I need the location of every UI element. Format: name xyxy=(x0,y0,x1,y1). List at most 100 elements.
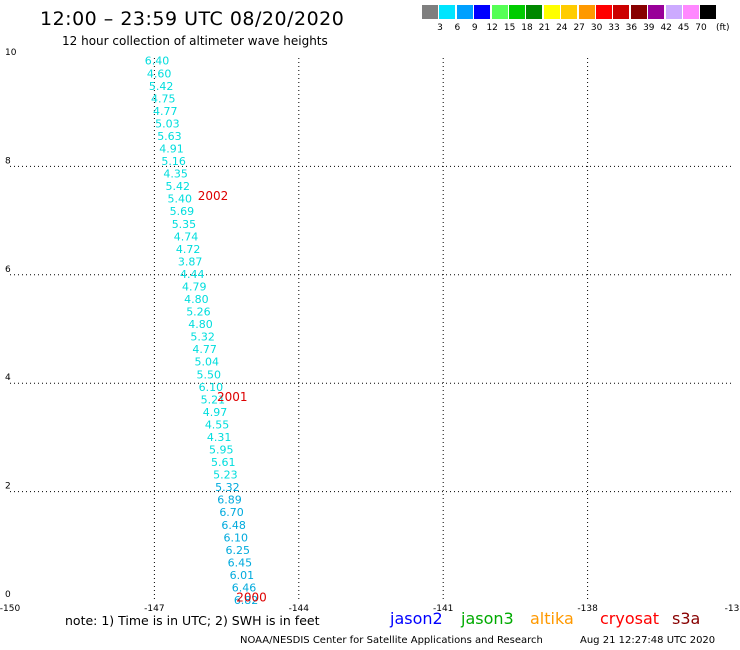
track-value: 5.61 xyxy=(211,456,236,469)
track-value: 6.46 xyxy=(232,581,257,594)
legend-label: 6 xyxy=(454,23,461,33)
legend-swatch xyxy=(700,5,717,19)
x-tick-label: -150 xyxy=(0,604,20,614)
legend-unit: (ft) xyxy=(716,23,730,33)
track-value: 5.95 xyxy=(209,444,234,457)
track-value: 5.35 xyxy=(172,218,197,231)
track-value: 4.72 xyxy=(176,243,201,256)
legend-label: 15 xyxy=(503,23,516,33)
track-value: 6.01 xyxy=(230,569,255,582)
legend-swatch xyxy=(561,5,578,19)
track-value: 5.16 xyxy=(161,155,186,168)
track-value: 4.35 xyxy=(163,168,188,181)
legend-label: 33 xyxy=(608,23,620,33)
y-axis-ticks: 0 2 4 6 8 10 xyxy=(5,48,17,600)
track-value: 5.04 xyxy=(194,356,219,369)
x-tick-label: -144 xyxy=(289,604,310,614)
legend-swatch xyxy=(578,5,595,19)
legend-swatch xyxy=(683,5,699,19)
track-value: 4.31 xyxy=(207,431,232,444)
legend-label: 42 xyxy=(660,23,672,33)
track-value: 5.23 xyxy=(213,469,238,482)
track-value: 4.75 xyxy=(151,92,176,105)
time-labels: 2002 2001 2000 xyxy=(198,189,267,604)
track-value: 6.70 xyxy=(219,506,244,519)
y-tick-label: 10 xyxy=(5,48,17,58)
track-value: 5.42 xyxy=(149,80,174,93)
track-value: 4.80 xyxy=(184,293,209,306)
legend-swatch xyxy=(596,5,612,19)
legend-label: 70 xyxy=(695,23,707,33)
satellite-name: jason2 xyxy=(390,609,443,628)
y-tick-label: 4 xyxy=(5,373,11,383)
time-label: 2002 xyxy=(198,189,229,203)
track-value: 6.82 xyxy=(234,594,259,607)
legend-swatch xyxy=(509,5,525,19)
legend-swatch xyxy=(543,5,560,19)
x-tick-label: -141 xyxy=(433,604,453,614)
y-tick-label: 8 xyxy=(5,156,11,166)
track-value: 6.25 xyxy=(226,544,251,557)
x-tick-label: -138 xyxy=(577,604,598,614)
satellite-name: altika xyxy=(530,609,574,628)
legend-swatch xyxy=(474,5,491,19)
track-value: 4.55 xyxy=(205,418,230,431)
altimeter-track: 6.404.605.424.754.775.035.634.915.164.35… xyxy=(145,55,259,607)
track-value: 3.87 xyxy=(178,255,203,268)
legend-label: 3 xyxy=(437,23,443,33)
track-value: 4.44 xyxy=(180,268,205,281)
time-label: 2000 xyxy=(236,590,267,604)
legend-swatch xyxy=(648,5,665,19)
legend-swatch xyxy=(422,5,438,19)
track-value: 5.32 xyxy=(190,331,215,344)
legend-label: 12 xyxy=(486,23,498,33)
legend-label: 39 xyxy=(643,23,655,33)
y-tick-label: 6 xyxy=(5,265,11,275)
legend-label: 36 xyxy=(625,23,638,33)
track-value: 6.40 xyxy=(145,55,170,68)
y-tick-label: 2 xyxy=(5,482,11,492)
legend-swatch xyxy=(456,5,473,19)
legend-swatch xyxy=(526,5,543,19)
track-value: 5.03 xyxy=(155,117,180,130)
track-value: 6.10 xyxy=(199,381,224,394)
track-value: 5.63 xyxy=(157,130,182,143)
page-subtitle: 12 hour collection of altimeter wave hei… xyxy=(62,34,328,48)
track-value: 4.91 xyxy=(159,143,184,156)
satellite-name: jason3 xyxy=(461,609,514,628)
track-value: 4.77 xyxy=(153,105,178,118)
legend-label: 45 xyxy=(677,23,690,33)
track-value: 5.26 xyxy=(186,306,211,319)
generated-timestamp: Aug 21 12:27:48 UTC 2020 xyxy=(580,635,716,646)
satellite-name: s3a xyxy=(672,609,701,628)
x-axis-ticks: -150 -147 -144 -141 -138 -13 xyxy=(0,604,739,614)
track-value: 5.69 xyxy=(170,205,195,218)
y-tick-label: 0 xyxy=(5,590,11,600)
page-title: 12:00 – 23:59 UTC 08/20/2020 xyxy=(40,8,345,30)
legend-label: 9 xyxy=(471,23,478,33)
track-value: 5.21 xyxy=(201,393,226,406)
track-value: 4.79 xyxy=(182,280,207,293)
track-value: 6.10 xyxy=(223,531,248,544)
legend-swatch xyxy=(613,5,630,19)
track-value: 4.80 xyxy=(188,318,213,331)
credit-text: NOAA/NESDIS Center for Satellite Applica… xyxy=(240,635,543,646)
legend-label: 30 xyxy=(590,23,603,33)
satellite-name: cryosat xyxy=(600,609,660,628)
track-value: 5.50 xyxy=(197,368,222,381)
track-value: 6.45 xyxy=(228,556,253,569)
x-tick-label: -147 xyxy=(144,604,164,614)
map-grid xyxy=(10,58,732,600)
legend-swatch xyxy=(665,5,682,19)
x-tick-label: -13 xyxy=(725,604,740,614)
track-value: 4.97 xyxy=(203,406,228,419)
track-value: 6.89 xyxy=(217,494,242,507)
legend-label: 18 xyxy=(521,23,533,33)
legend-swatch xyxy=(439,5,456,19)
track-value: 5.32 xyxy=(215,481,240,494)
legend-label: 27 xyxy=(573,23,585,33)
legend-label: 24 xyxy=(556,23,568,33)
track-value: 4.74 xyxy=(174,230,199,243)
footer-note: note: 1) Time is in UTC; 2) SWH is in fe… xyxy=(65,613,320,628)
